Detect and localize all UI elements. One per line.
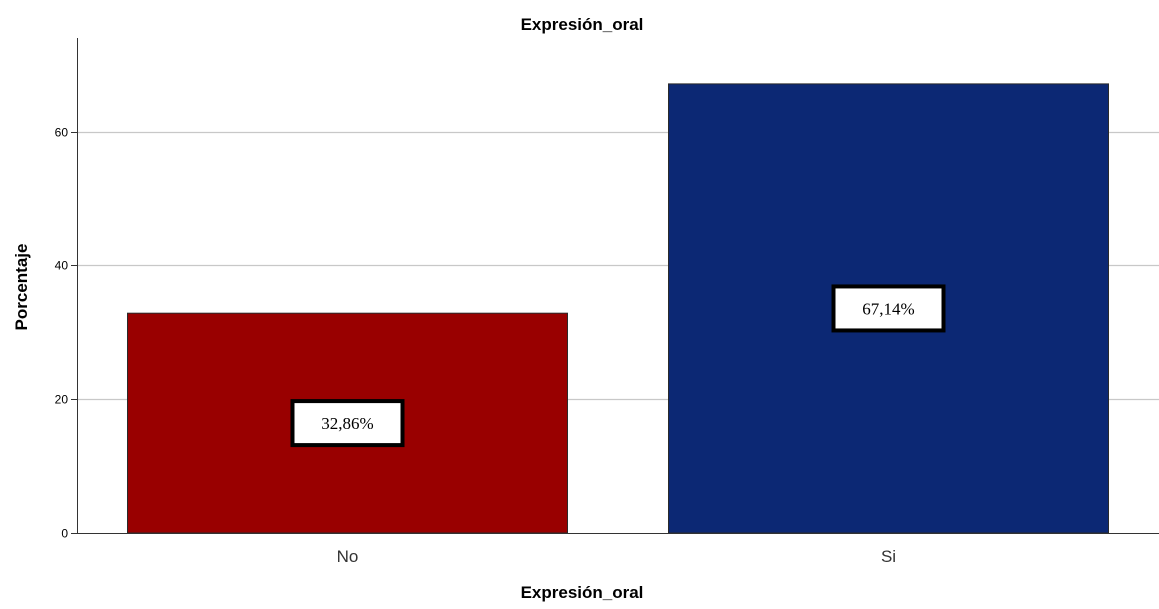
y-tick-label: 60 — [55, 126, 69, 140]
bars — [127, 83, 1109, 534]
axes: 0 20 40 60 No Si — [55, 38, 1159, 566]
y-tick-label: 20 — [55, 393, 69, 407]
data-labels: 32,86% 67,14% — [290, 284, 946, 448]
y-tick-label: 0 — [61, 527, 68, 541]
data-label-box — [290, 399, 405, 448]
data-label-box — [831, 284, 946, 333]
x-tick-label: No — [337, 547, 359, 566]
chart-title: Expresión_oral — [521, 15, 644, 34]
data-label: 67,14% — [862, 299, 914, 318]
x-axis-title: Expresión_oral — [521, 583, 644, 602]
y-axis-title: Porcentaje — [12, 244, 31, 331]
data-label: 32,86% — [321, 414, 373, 433]
y-tick-label: 40 — [55, 259, 69, 273]
x-tick-label: Si — [881, 547, 896, 566]
